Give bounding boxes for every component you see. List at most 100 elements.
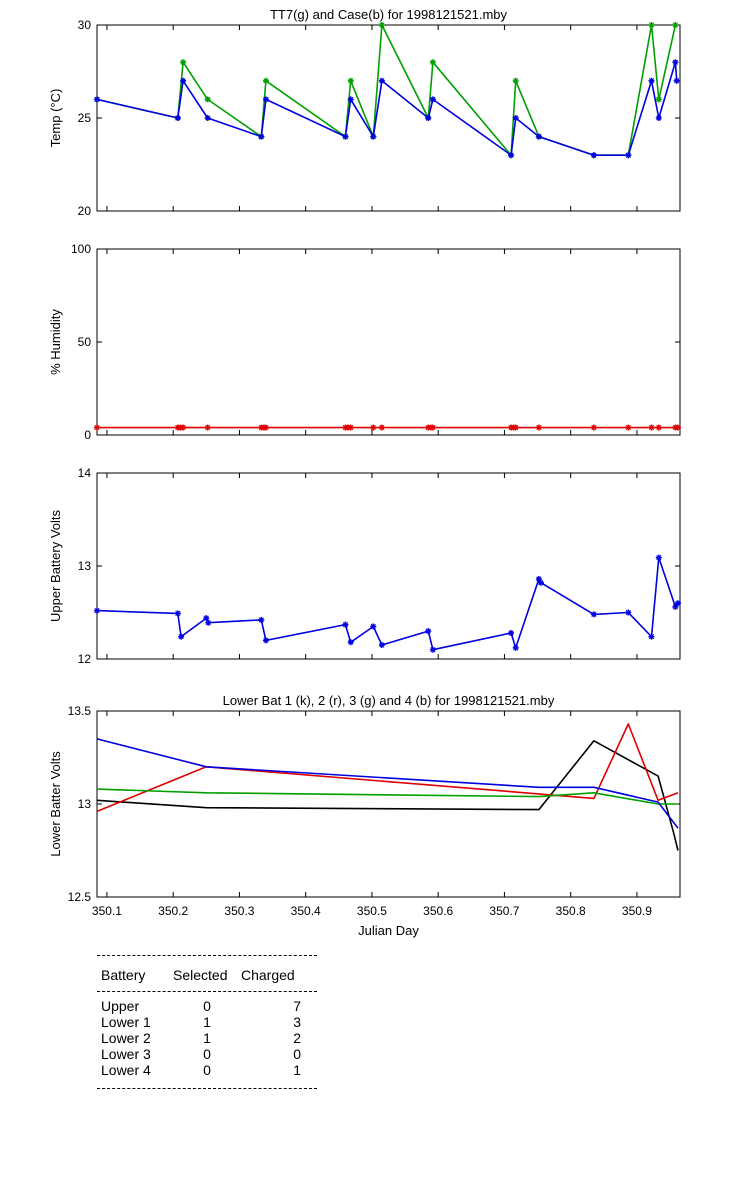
data-point [655, 115, 662, 121]
data-point [655, 554, 662, 561]
data-point [174, 610, 181, 617]
data-point-mark [379, 642, 385, 648]
battery-name: Lower 2 [101, 1030, 151, 1046]
data-point [347, 424, 354, 431]
charged-count: 0 [293, 1046, 301, 1062]
data-point-mark [379, 22, 385, 28]
data-point-mark [513, 424, 519, 431]
series-line [96, 723, 679, 813]
x-tick-label: 350.8 [556, 904, 586, 918]
data-point [204, 424, 211, 431]
data-point [648, 633, 655, 640]
data-point [537, 579, 544, 586]
header-selected: Selected [173, 967, 228, 983]
data-point [180, 77, 187, 84]
data-point-mark [656, 96, 662, 103]
data-point-mark [263, 424, 269, 431]
y-tick-label: 12 [78, 652, 92, 666]
data-point-mark [538, 580, 544, 586]
table-row: Lower 2 1 2 [101, 1030, 317, 1046]
battery-name: Lower 3 [101, 1046, 151, 1062]
data-point [648, 77, 655, 84]
data-point [675, 600, 682, 607]
data-point [180, 424, 187, 431]
data-point-mark [536, 133, 542, 140]
data-point-mark [656, 115, 662, 121]
y-tick-label: 50 [78, 335, 92, 349]
x-tick-label: 350.7 [489, 904, 519, 918]
y-axis-title: Temp (°C) [48, 89, 63, 148]
data-point-mark [342, 621, 349, 628]
x-tick-label: 350.6 [423, 904, 453, 918]
data-point [204, 115, 211, 121]
battery-name: Lower 4 [101, 1062, 151, 1078]
data-point [342, 133, 349, 140]
data-point-mark [675, 600, 681, 606]
data-point [673, 77, 680, 84]
data-point-mark [625, 609, 631, 616]
data-point-mark [370, 424, 376, 431]
selected-count: 0 [203, 1062, 211, 1078]
data-point-mark [672, 22, 678, 28]
data-point [590, 424, 597, 431]
data-point [203, 615, 210, 622]
data-point [590, 152, 597, 159]
y-tick-label: 25 [78, 111, 92, 125]
data-point-mark [674, 78, 680, 84]
data-point-mark [430, 59, 436, 65]
table-row: Lower 1 1 3 [101, 1014, 317, 1030]
data-point [512, 115, 519, 121]
data-point-mark [625, 152, 631, 158]
data-point [429, 424, 436, 431]
plot-frame [96, 710, 681, 898]
data-point-mark [508, 152, 514, 158]
data-point [625, 609, 632, 616]
data-point [204, 96, 211, 103]
y-tick-label: 13.5 [68, 704, 92, 718]
x-tick-label: 350.2 [158, 904, 188, 918]
data-point [625, 424, 632, 431]
data-point-mark [263, 96, 269, 103]
data-point [262, 424, 269, 431]
x-axis-title: Julian Day [358, 923, 419, 938]
data-point [512, 424, 519, 431]
data-point-mark [508, 630, 514, 636]
data-point [675, 424, 682, 431]
data-point [429, 59, 436, 66]
data-point [672, 22, 679, 28]
data-point-mark [513, 78, 519, 84]
data-point-mark [94, 96, 100, 103]
data-point [378, 77, 385, 84]
selected-count: 1 [203, 1014, 211, 1030]
data-point [425, 628, 432, 635]
table-row: Lower 4 0 1 [101, 1062, 317, 1078]
data-point [94, 96, 100, 103]
table-row: Upper 0 7 [101, 998, 317, 1014]
series-line [96, 556, 679, 651]
data-point [535, 133, 542, 140]
data-point-mark [379, 424, 385, 431]
data-point [429, 646, 436, 653]
data-point-mark [648, 22, 655, 28]
battery-name: Upper [101, 998, 140, 1014]
table-body: Upper 0 7 Lower 1 1 3 Lower 2 1 2 Lower … [97, 992, 317, 1088]
chart-panel-2: 0 50 100 % Humidity [48, 242, 682, 442]
x-tick-label: 350.1 [92, 904, 122, 918]
chart-title: TT7(g) and Case(b) for 1998121521.mby [270, 7, 508, 22]
table-header-row: Battery Selected Charged [97, 956, 317, 991]
data-point-mark [648, 424, 655, 431]
table-bottom-rule [97, 1088, 317, 1089]
charged-count: 7 [293, 998, 301, 1014]
data-point [94, 424, 100, 431]
data-point-mark [656, 424, 662, 431]
data-point [342, 621, 349, 628]
data-point [347, 96, 354, 103]
data-point [178, 633, 185, 640]
data-point-mark [205, 115, 211, 121]
data-point-mark [430, 96, 436, 103]
data-point-mark [513, 115, 519, 121]
data-point-mark [342, 133, 349, 140]
data-point [508, 629, 515, 636]
x-tick-label: 350.9 [622, 904, 652, 918]
